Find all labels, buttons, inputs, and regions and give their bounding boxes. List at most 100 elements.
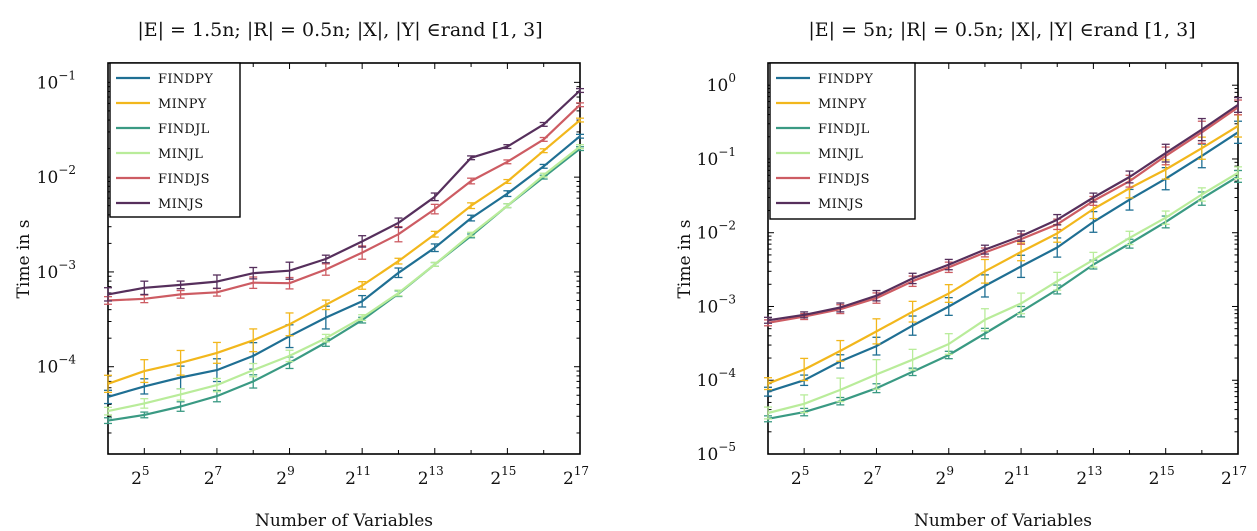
chart-right-plot-frame	[767, 62, 1239, 455]
left-x-tick-label: 29	[276, 464, 294, 489]
left-series-minpy	[104, 117, 584, 394]
chart-right-xlabel: Number of Variables	[914, 511, 1092, 531]
right-line-minjs	[767, 103, 1239, 322]
chart-left-xlabel: Number of Variables	[255, 511, 433, 531]
right-series-minjl	[764, 166, 1242, 420]
left-y-tick-label: 10−3	[37, 258, 76, 283]
right-legend-label-minjs: MINJS	[818, 197, 863, 212]
left-x-tick-label: 217	[563, 464, 589, 489]
chart-right-legend: FINDPY MINPY FINDJL MINJL FINDJS MINJS	[769, 62, 916, 220]
right-line-findpy	[767, 131, 1239, 393]
left-series-findjs	[104, 102, 584, 305]
left-x-tick-label-base: 2	[490, 469, 501, 489]
right-line-minpy	[767, 125, 1239, 385]
right-y-tick-label: 10−1	[697, 145, 736, 170]
chart-left-legend: FINDPY MINPY FINDJL MINJL FINDJS MINJS	[109, 62, 241, 218]
chart-left-plot-frame	[107, 62, 581, 455]
left-x-tick-label-base: 2	[563, 469, 574, 489]
right-x-tick-label-exp: 17	[1232, 464, 1247, 478]
right-y-tick-label: 10−2	[697, 219, 736, 244]
left-line-findpy	[107, 135, 581, 398]
right-y-tick-label-base: 10	[697, 371, 719, 391]
left-x-tick-label-exp: 13	[429, 464, 444, 478]
left-x-tick-label-exp: 5	[142, 464, 150, 478]
right-y-tick-label: 10−5	[697, 440, 736, 465]
left-legend-label-minjl: MINJL	[158, 147, 203, 162]
right-series-minpy	[764, 114, 1242, 391]
chart-right-legend-box	[769, 62, 916, 220]
right-x-tick-label-base: 2	[863, 469, 874, 489]
left-x-tick-label-base: 2	[276, 469, 287, 489]
right-x-tick-label-base: 2	[1221, 469, 1232, 489]
left-line-findjs	[107, 104, 581, 302]
right-x-tick-label-base: 2	[791, 469, 802, 489]
right-legend-label-findjs: FINDJS	[818, 172, 870, 187]
right-y-tick-label-base: 10	[697, 445, 719, 465]
right-y-tick-label-exp: −5	[718, 440, 736, 454]
left-x-tick-label-exp: 11	[356, 464, 371, 478]
right-y-tick-label-base: 10	[697, 224, 719, 244]
right-x-tick-label-base: 2	[1149, 469, 1160, 489]
left-x-tick-label-exp: 9	[287, 464, 295, 478]
left-line-minpy	[107, 119, 581, 385]
right-y-tick-label-exp: 0	[728, 71, 736, 85]
left-line-minjs	[107, 89, 581, 296]
chart-left-title: |E| = 1.5n; |R| = 0.5n; |X|, |Y| ∈rand […	[137, 19, 542, 41]
chart-left-ylabel: Time in s	[14, 220, 34, 299]
left-x-tick-label-exp: 17	[574, 464, 589, 478]
right-legend-label-minjl: MINJL	[818, 147, 863, 162]
left-y-tick-label-base: 10	[37, 263, 59, 283]
right-x-tick-label: 217	[1221, 464, 1247, 489]
right-line-findjs	[767, 106, 1239, 324]
right-y-tick-label-exp: −3	[718, 292, 736, 306]
left-y-tick-label-exp: −3	[58, 258, 76, 272]
right-y-tick-label: 100	[707, 71, 736, 96]
left-legend-label-minjs: MINJS	[158, 197, 203, 212]
right-x-tick-label: 29	[936, 464, 954, 489]
left-legend-label-findjl: FINDJL	[158, 122, 210, 137]
right-legend-label-findjl: FINDJL	[818, 122, 870, 137]
right-x-tick-label: 211	[1004, 464, 1030, 489]
chart-left: |E| = 1.5n; |R| = 0.5n; |X|, |Y| ∈rand […	[14, 19, 589, 531]
right-line-minjl	[767, 171, 1239, 415]
right-y-tick-label-exp: −2	[718, 219, 736, 233]
right-line-findjl	[767, 175, 1239, 420]
right-y-tick-label-exp: −4	[718, 366, 736, 380]
right-x-tick-label: 25	[791, 464, 809, 489]
left-y-tick-label-exp: −4	[58, 353, 76, 367]
right-x-tick-label: 213	[1076, 464, 1102, 489]
right-x-tick-label: 215	[1149, 464, 1175, 489]
right-y-tick-label-base: 10	[697, 297, 719, 317]
left-y-tick-label: 10−1	[37, 68, 76, 93]
left-x-tick-label-base: 2	[131, 469, 142, 489]
left-legend-label-minpy: MINPY	[158, 97, 207, 112]
left-x-tick-label-exp: 7	[215, 464, 223, 478]
right-y-tick-label-exp: −1	[718, 145, 736, 159]
left-x-tick-label-base: 2	[204, 469, 215, 489]
left-x-tick-label: 215	[490, 464, 516, 489]
left-x-tick-label-base: 2	[418, 469, 429, 489]
left-x-tick-label: 211	[345, 464, 371, 489]
left-x-tick-label: 27	[204, 464, 222, 489]
left-series-minjl	[104, 144, 584, 416]
right-y-tick-label: 10−4	[697, 366, 737, 391]
left-legend-label-findpy: FINDPY	[158, 72, 213, 87]
left-y-tick-label-exp: −1	[58, 68, 76, 82]
left-y-tick-label: 10−4	[37, 353, 77, 378]
chart-left-legend-box	[109, 62, 241, 218]
right-y-tick-label: 10−3	[697, 292, 736, 317]
left-y-tick-label-base: 10	[37, 168, 59, 188]
chart-right: |E| = 5n; |R| = 0.5n; |X|, |Y| ∈rand [1,…	[675, 19, 1247, 531]
right-x-tick-label-exp: 7	[874, 464, 882, 478]
right-y-tick-label-base: 10	[697, 150, 719, 170]
right-y-tick-label-base: 10	[707, 76, 729, 96]
right-legend-label-findpy: FINDPY	[818, 72, 873, 87]
left-y-tick-label-base: 10	[37, 73, 59, 93]
left-x-tick-label-exp: 15	[501, 464, 516, 478]
left-legend-label-findjs: FINDJS	[158, 172, 210, 187]
left-x-tick-label: 213	[418, 464, 444, 489]
right-x-tick-label-exp: 9	[946, 464, 954, 478]
left-y-tick-label-exp: −2	[58, 163, 76, 177]
right-x-tick-label-base: 2	[936, 469, 947, 489]
left-y-tick-label-base: 10	[37, 358, 59, 378]
